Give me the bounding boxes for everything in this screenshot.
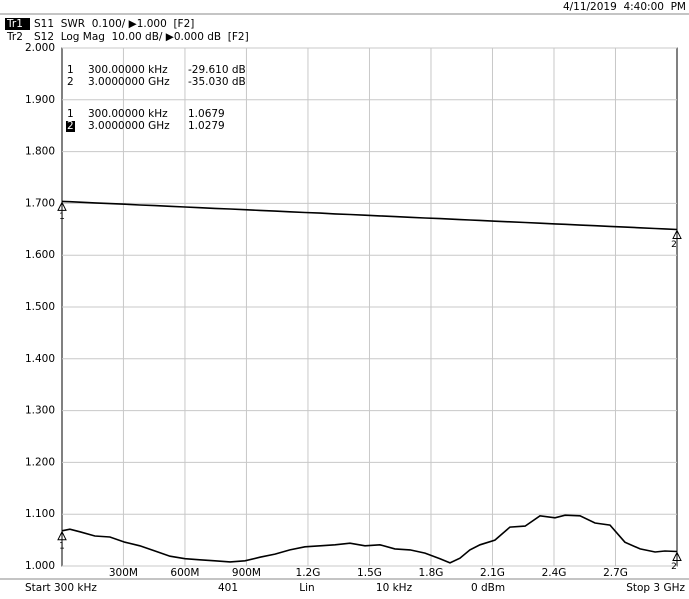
tr2-setup: S12 Log Mag 10.00 dB/ ▶0.000 dB [F2] [34, 31, 249, 43]
marker-readout: 300.00000 kHz [88, 64, 168, 76]
footer-sweep: Lin [299, 582, 314, 594]
y-tick-label: 1.800 [25, 146, 55, 158]
x-tick-label: 300M [109, 567, 138, 579]
marker-readout: 1.0679 [188, 108, 225, 120]
marker-readout: 1 [67, 108, 74, 120]
tr1-badge [5, 18, 30, 30]
x-tick-label: 1.8G [419, 567, 444, 579]
x-tick-label: 1.2G [296, 567, 321, 579]
trace [61, 514, 678, 564]
active-marker-badge [66, 121, 75, 132]
y-tick-label: 1.700 [25, 197, 55, 209]
y-tick-label: 1.100 [25, 508, 55, 520]
y-tick-label: 1.300 [25, 405, 55, 417]
marker-label: 1 [59, 541, 65, 551]
x-tick-label: 1.5G [357, 567, 382, 579]
footer-ifbw: 10 kHz [376, 582, 413, 594]
tr1-setup: S11 SWR 0.100/ ▶1.000 [F2] [34, 18, 194, 30]
y-tick-label: 1.000 [25, 560, 55, 572]
footer-stop: Stop 3 GHz [626, 582, 685, 594]
marker-readout: 1 [67, 64, 74, 76]
x-tick-label: 2.1G [480, 567, 505, 579]
marker-triangle [672, 551, 682, 561]
marker-readout: 300.00000 kHz [88, 108, 168, 120]
x-tick-label: 2.4G [542, 567, 567, 579]
y-tick-label: 1.500 [25, 301, 55, 313]
y-tick-label: 2.000 [25, 42, 55, 54]
marker-label: 1 [59, 212, 65, 222]
x-tick-label: 2.7G [603, 567, 628, 579]
marker-label: 2 [671, 562, 677, 572]
timestamp: 4/11/2019 4:40:00 PM [563, 1, 686, 13]
marker-readout: -35.030 dB [188, 76, 246, 88]
y-tick-label: 1.200 [25, 456, 55, 468]
marker-readout: 2 [67, 76, 74, 88]
marker-readout: 3.0000000 GHz [88, 76, 170, 88]
footer-power: 0 dBm [471, 582, 505, 594]
trace [61, 200, 678, 231]
footer-points: 401 [218, 582, 238, 594]
marker-readout: 3.0000000 GHz [88, 120, 170, 132]
y-tick-label: 1.900 [25, 94, 55, 106]
tr1: Tr1 [6, 18, 23, 30]
x-tick-label: 900M [232, 567, 261, 579]
x-tick-label: 600M [170, 567, 199, 579]
marker-triangle [672, 229, 682, 239]
marker-readout: 2 [67, 120, 74, 132]
footer-start: Start 300 kHz [25, 582, 97, 594]
tr2: Tr2 [6, 31, 23, 43]
marker-readout: 1.0279 [188, 120, 225, 132]
marker-readout: -29.610 dB [188, 64, 246, 76]
marker-label: 2 [671, 240, 677, 250]
marker-triangle [57, 201, 67, 211]
marker-triangle [57, 530, 67, 541]
y-tick-label: 1.600 [25, 249, 55, 261]
y-tick-label: 1.400 [25, 353, 55, 365]
